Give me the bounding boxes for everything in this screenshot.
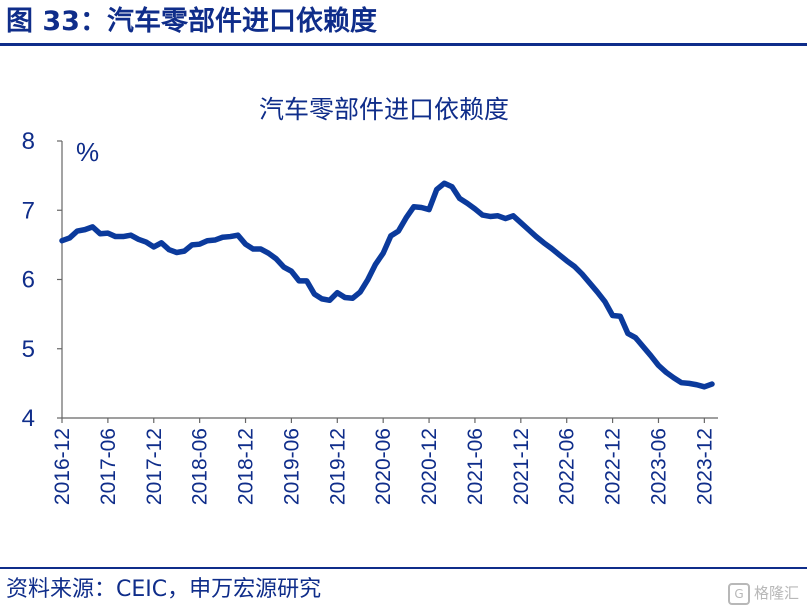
x-tick-label: 2017-12 bbox=[143, 428, 166, 505]
chart-title: 汽车零部件进口依赖度 bbox=[259, 95, 509, 124]
x-tick-label: 2023-06 bbox=[647, 428, 670, 505]
x-tick-label: 2018-06 bbox=[189, 428, 212, 505]
series-line bbox=[59, 180, 715, 390]
x-tick-label: 2020-12 bbox=[418, 428, 441, 505]
x-tick-label: 2019-12 bbox=[326, 428, 349, 505]
unit-label: % bbox=[76, 137, 99, 167]
x-axis-ticks: 2016-12 2017-06 2017-12 2018-06 2018-12 2019-… bbox=[51, 418, 716, 505]
y-tick-label: 4 bbox=[22, 405, 35, 432]
axes bbox=[61, 141, 718, 419]
x-tick-label: 2022-12 bbox=[602, 428, 625, 505]
y-tick-label: 5 bbox=[22, 336, 35, 363]
x-tick-label: 2021-06 bbox=[464, 428, 487, 505]
watermark-logo-icon: G bbox=[727, 582, 750, 605]
title-rule bbox=[0, 43, 807, 46]
x-tick-label: 2018-12 bbox=[235, 428, 258, 505]
x-tick-label: 2022-06 bbox=[556, 428, 579, 505]
watermark-text: 格隆汇 bbox=[753, 584, 799, 602]
source-note: 资料来源：CEIC，申万宏源研究 bbox=[6, 577, 322, 602]
x-tick-label: 2023-12 bbox=[693, 428, 716, 505]
x-tick-label: 2016-12 bbox=[51, 428, 74, 505]
series-group bbox=[59, 180, 715, 390]
x-tick-label: 2017-06 bbox=[97, 428, 120, 505]
y-tick-label: 6 bbox=[22, 267, 35, 294]
y-tick-label: 8 bbox=[22, 128, 35, 155]
x-tick-label: 2021-12 bbox=[510, 428, 533, 505]
x-tick-label: 2020-06 bbox=[372, 428, 395, 505]
x-tick-label: 2019-06 bbox=[280, 428, 303, 505]
source-rule bbox=[0, 567, 807, 569]
y-axis-ticks: 4 5 6 7 8 bbox=[22, 128, 62, 432]
y-tick-label: 7 bbox=[22, 197, 35, 224]
watermark: G 格隆汇 bbox=[727, 580, 799, 606]
figure-title: 图 33：汽车零部件进口依赖度 bbox=[6, 6, 377, 37]
